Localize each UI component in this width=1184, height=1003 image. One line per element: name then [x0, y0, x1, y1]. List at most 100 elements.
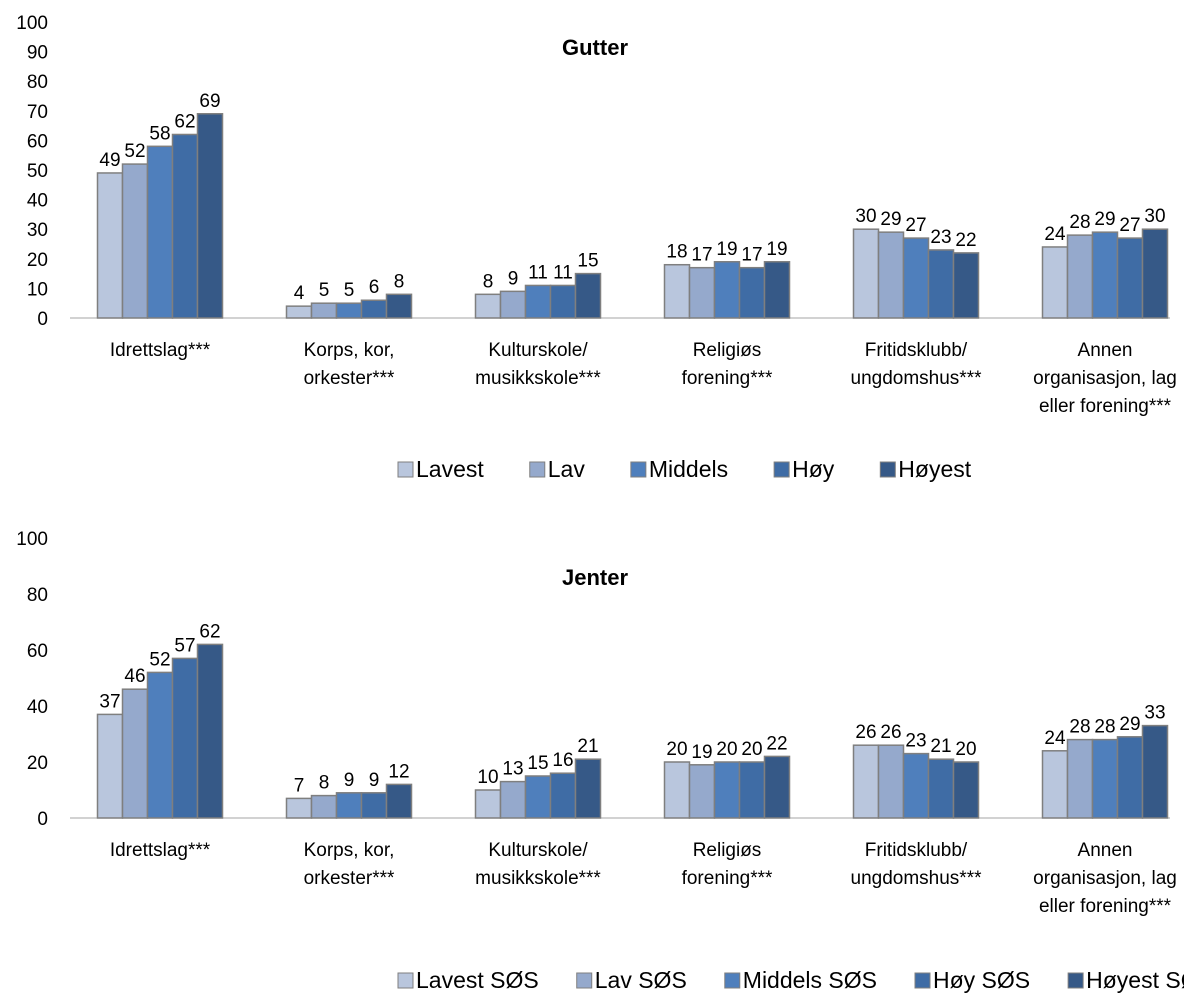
bar — [763, 755, 791, 819]
bar — [1066, 234, 1094, 319]
legend-label: Middels — [649, 456, 728, 482]
bar — [1041, 750, 1069, 819]
bar-data-label: 22 — [766, 733, 787, 754]
bar-data-label: 10 — [477, 767, 498, 788]
x-category-label: Religiøs forening*** — [682, 340, 773, 389]
bar-data-label: 5 — [344, 280, 355, 301]
x-category-label: Annen organisasjon, lag eller forening*** — [1033, 340, 1177, 417]
legend-swatch — [879, 461, 896, 478]
bar — [738, 761, 766, 819]
bar-data-label: 30 — [855, 206, 876, 227]
bar-data-label: 17 — [741, 245, 762, 266]
legend-swatch — [529, 461, 546, 478]
y-tick-label: 40 — [27, 191, 48, 212]
legend-swatch — [576, 972, 593, 989]
bar — [499, 290, 527, 319]
bar — [1141, 724, 1169, 819]
bar — [285, 797, 313, 819]
y-tick-label: 20 — [27, 753, 48, 774]
bar-data-label: 11 — [553, 262, 573, 283]
bar-data-label: 8 — [319, 773, 330, 794]
y-tick-label: 50 — [27, 161, 48, 182]
y-tick-label: 60 — [27, 641, 48, 662]
bar-data-label: 4 — [294, 283, 305, 304]
bar-data-label: 21 — [930, 736, 951, 757]
bar — [663, 761, 691, 819]
bar — [360, 299, 388, 319]
legend-item: Middels — [630, 456, 728, 482]
bar — [310, 302, 338, 319]
bar — [335, 302, 363, 319]
bar — [952, 252, 980, 319]
bar — [360, 792, 388, 819]
bar-data-label: 24 — [1044, 728, 1066, 749]
legend-label: Middels SØS — [743, 967, 877, 993]
bar-data-label: 27 — [1119, 215, 1140, 236]
legend-label: Høyest SØS — [1086, 967, 1184, 993]
bar — [524, 775, 552, 819]
bar — [335, 792, 363, 819]
bar-data-label: 13 — [502, 759, 523, 780]
bar — [713, 761, 741, 819]
bar — [196, 113, 224, 319]
bar-data-label: 22 — [955, 230, 976, 251]
bar-data-label: 15 — [527, 753, 548, 774]
x-category-label: Fritidsklubb/ungdomshus*** — [851, 840, 983, 889]
bar-data-label: 19 — [766, 239, 787, 260]
y-tick-label: 90 — [27, 43, 48, 64]
bar — [927, 758, 955, 819]
bar-data-label: 18 — [666, 242, 687, 263]
bar-data-label: 57 — [174, 635, 195, 656]
legend-item: Lav — [529, 456, 585, 482]
chart-title: Gutter — [562, 35, 628, 60]
y-tick-label: 20 — [27, 250, 48, 271]
chart-title: Jenter — [562, 565, 628, 590]
legend-swatch — [914, 972, 931, 989]
legend-swatch — [630, 461, 647, 478]
bar-data-label: 30 — [1144, 206, 1165, 227]
bar-data-label: 28 — [1069, 717, 1090, 738]
bar-data-label: 27 — [905, 215, 926, 236]
bar — [713, 261, 741, 319]
bar-data-label: 8 — [483, 271, 494, 292]
bar-data-label: 21 — [577, 736, 598, 757]
y-tick-label: 40 — [27, 697, 48, 718]
bar-data-label: 8 — [394, 271, 405, 292]
x-category-label: Fritidsklubb/ungdomshus*** — [851, 340, 983, 389]
bar — [474, 293, 502, 319]
bar-data-label: 11 — [528, 262, 548, 283]
legend-item: Høy — [773, 456, 835, 482]
bar — [1116, 736, 1144, 819]
bar — [146, 671, 174, 819]
bar — [574, 758, 602, 819]
bar-data-label: 12 — [388, 761, 409, 782]
bar — [385, 783, 413, 819]
bar-data-label: 52 — [124, 141, 145, 162]
bar — [902, 752, 930, 819]
bar — [499, 780, 527, 819]
legend-item: Lavest — [397, 456, 484, 482]
bar — [121, 688, 149, 819]
bar — [285, 305, 313, 319]
bar — [310, 794, 338, 819]
bar-data-label: 6 — [369, 277, 380, 298]
bar — [574, 272, 602, 319]
bar-data-label: 20 — [666, 739, 687, 760]
x-category-label: Idrettslag*** — [110, 840, 211, 861]
legend-label: Lav SØS — [595, 967, 687, 993]
bar — [1066, 738, 1094, 819]
x-category-label: Kulturskole/musikkskole*** — [475, 840, 601, 889]
bar — [877, 231, 905, 319]
bar-data-label: 29 — [1094, 209, 1115, 230]
legend-swatch — [397, 461, 414, 478]
bar-data-label: 52 — [149, 649, 170, 670]
bar-data-label: 26 — [880, 722, 901, 743]
legend-label: Høy SØS — [933, 967, 1030, 993]
legend-item: Middels SØS — [724, 967, 877, 993]
bar — [738, 266, 766, 319]
legend-swatch — [1067, 972, 1084, 989]
bar — [171, 133, 199, 319]
bar — [952, 761, 980, 819]
bar — [196, 643, 224, 819]
